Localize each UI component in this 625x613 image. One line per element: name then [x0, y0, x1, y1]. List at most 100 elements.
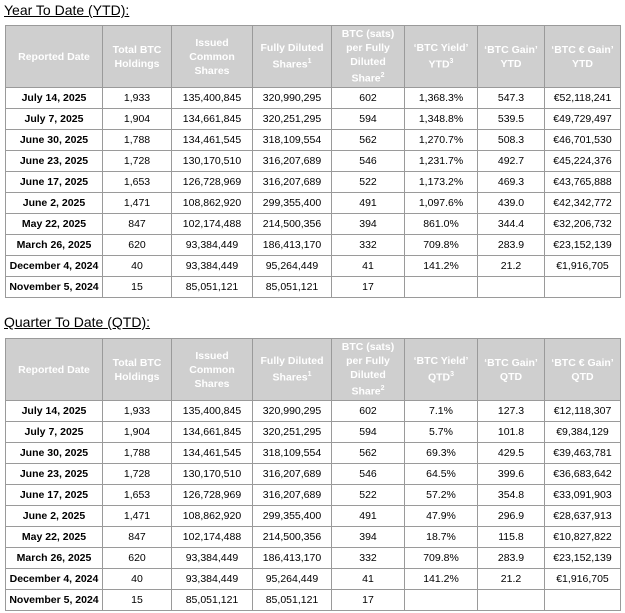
- data-row: June 30, 2025 1,788 134,461,545 318,109,554…: [5, 442, 621, 464]
- value-cell: 316,207,689: [252, 150, 332, 172]
- date-cell: July 7, 2025: [5, 108, 103, 130]
- value-cell: 316,207,689: [252, 463, 332, 485]
- value-cell: 320,990,295: [252, 87, 332, 109]
- value-cell: 847: [102, 213, 172, 235]
- value-cell: 283.9: [477, 234, 545, 256]
- data-row: May 22, 2025 847 102,174,488 214,500,356 394…: [5, 213, 621, 235]
- value-cell: 562: [331, 442, 405, 464]
- value-cell: 1,653: [102, 484, 172, 506]
- data-row: July 7, 2025 1,904 134,661,845 320,251,295 5…: [5, 108, 621, 130]
- value-cell: 40: [102, 568, 172, 590]
- value-cell: 134,461,545: [171, 442, 253, 464]
- header-text: ‘BTC Gain’ YTD: [484, 43, 538, 70]
- value-cell: 1,933: [102, 87, 172, 109]
- value-cell: 847: [102, 526, 172, 548]
- data-row: July 14, 2025 1,933 135,400,845 320,990,295…: [5, 400, 621, 422]
- value-cell: 135,400,845: [171, 400, 253, 422]
- header-text: BTC (sats) per Fully Diluted Share: [341, 341, 395, 398]
- value-cell: 344.4: [477, 213, 545, 235]
- value-cell: 1,173.2%: [404, 171, 478, 193]
- date-cell: June 2, 2025: [5, 505, 103, 527]
- value-cell: 1,728: [102, 463, 172, 485]
- date-cell: June 30, 2025: [5, 129, 103, 151]
- value-cell: 186,413,170: [252, 234, 332, 256]
- empty-cell: [477, 589, 545, 611]
- value-cell: 214,500,356: [252, 526, 332, 548]
- value-cell: 126,728,969: [171, 171, 253, 193]
- value-cell: 141.2%: [404, 255, 478, 277]
- footnote-mark: 1: [307, 58, 312, 66]
- value-cell: 93,384,449: [171, 568, 253, 590]
- header-row: Reported Date Total BTC Holdings Issued Co…: [5, 25, 621, 88]
- value-cell: 15: [102, 276, 172, 298]
- data-row: March 26, 2025 620 93,384,449 186,413,170 33…: [5, 547, 621, 569]
- data-row: June 17, 2025 1,653 126,728,969 316,207,689…: [5, 171, 621, 193]
- value-cell: 126,728,969: [171, 484, 253, 506]
- value-cell: 85,051,121: [171, 276, 253, 298]
- footnote-mark: 3: [450, 371, 455, 379]
- value-cell: 508.3: [477, 129, 545, 151]
- header-cell: Issued Common Shares: [171, 25, 253, 88]
- date-cell: July 14, 2025: [5, 87, 103, 109]
- data-table: Reported Date Total BTC Holdings Issued Co…: [5, 338, 621, 611]
- value-cell: 15: [102, 589, 172, 611]
- value-cell: 85,051,121: [252, 589, 332, 611]
- value-cell: 130,170,510: [171, 463, 253, 485]
- date-cell: March 26, 2025: [5, 547, 103, 569]
- value-cell: 522: [331, 171, 405, 193]
- value-cell: 57.2%: [404, 484, 478, 506]
- value-cell: 102,174,488: [171, 526, 253, 548]
- value-cell: €39,463,781: [544, 442, 621, 464]
- value-cell: 1,368.3%: [404, 87, 478, 109]
- date-cell: December 4, 2024: [5, 255, 103, 277]
- value-cell: 141.2%: [404, 568, 478, 590]
- value-cell: 41: [331, 568, 405, 590]
- value-cell: 1,653: [102, 171, 172, 193]
- header-cell: ‘BTC € Gain’ QTD: [544, 338, 621, 401]
- value-cell: 320,990,295: [252, 400, 332, 422]
- header-cell: Fully Diluted Shares1: [252, 25, 332, 88]
- header-cell: Issued Common Shares: [171, 338, 253, 401]
- value-cell: €45,224,376: [544, 150, 621, 172]
- header-cell: ‘BTC Gain’ QTD: [477, 338, 545, 401]
- value-cell: 320,251,295: [252, 108, 332, 130]
- value-cell: 316,207,689: [252, 171, 332, 193]
- header-text: Issued Common Shares: [189, 349, 235, 390]
- header-text: ‘BTC € Gain’ YTD: [551, 43, 614, 70]
- value-cell: €43,765,888: [544, 171, 621, 193]
- footnote-mark: 2: [380, 72, 385, 80]
- header-text: Fully Diluted Shares: [260, 355, 324, 384]
- value-cell: €49,729,497: [544, 108, 621, 130]
- value-cell: €33,091,903: [544, 484, 621, 506]
- value-cell: €23,152,139: [544, 547, 621, 569]
- value-cell: 102,174,488: [171, 213, 253, 235]
- value-cell: €9,384,129: [544, 421, 621, 443]
- value-cell: 602: [331, 87, 405, 109]
- section-title: Quarter To Date (QTD):: [4, 314, 151, 330]
- header-text: Total BTC Holdings: [112, 356, 162, 383]
- value-cell: 115.8: [477, 526, 545, 548]
- data-row: June 23, 2025 1,728 130,170,510 316,207,689…: [5, 463, 621, 485]
- value-cell: 1,904: [102, 108, 172, 130]
- value-cell: 1,728: [102, 150, 172, 172]
- header-cell: Reported Date: [5, 25, 103, 88]
- data-row: July 14, 2025 1,933 135,400,845 320,990,295…: [5, 87, 621, 109]
- value-cell: 1,231.7%: [404, 150, 478, 172]
- value-cell: 21.2: [477, 568, 545, 590]
- value-cell: 469.3: [477, 171, 545, 193]
- date-cell: June 23, 2025: [5, 150, 103, 172]
- header-cell: ‘BTC Gain’ YTD: [477, 25, 545, 88]
- date-cell: June 17, 2025: [5, 484, 103, 506]
- header-text: ‘BTC Gain’ QTD: [484, 356, 538, 383]
- data-table: Reported Date Total BTC Holdings Issued Co…: [5, 25, 621, 298]
- value-cell: 332: [331, 547, 405, 569]
- value-cell: 299,355,400: [252, 192, 332, 214]
- value-cell: 546: [331, 463, 405, 485]
- date-cell: December 4, 2024: [5, 568, 103, 590]
- header-cell: ‘BTC € Gain’ YTD: [544, 25, 621, 88]
- value-cell: 394: [331, 526, 405, 548]
- footnote-mark: 2: [380, 385, 385, 393]
- value-cell: 861.0%: [404, 213, 478, 235]
- value-cell: 491: [331, 192, 405, 214]
